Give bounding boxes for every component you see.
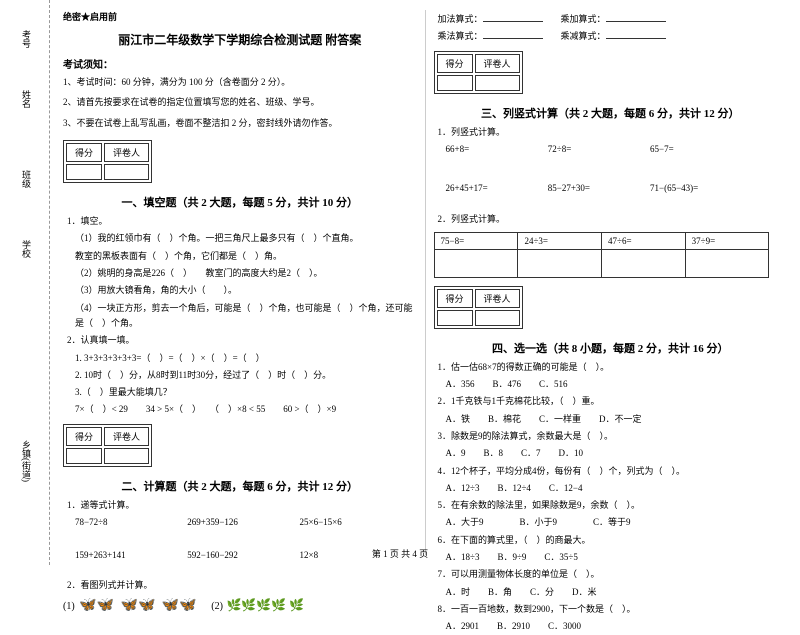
label-2: (2) <box>211 601 223 612</box>
s3-row2: 26+45+17= 85−27+30= 71−(65−43)= <box>446 181 788 196</box>
s2-row1: 78−72÷8 269+359−126 25×6−15×6 <box>75 515 417 530</box>
q1-1: （1）我的红领巾有（ ）个角。一把三角尺上最多只有（ ）个直角。 <box>75 231 417 246</box>
notice-head: 考试须知： <box>63 56 417 71</box>
butterfly-icon: 🦋🦋 <box>79 597 114 614</box>
s4-q6: 6．在下面的算式里，（ ）的商最大。 <box>438 533 788 548</box>
score-box-1: 得分评卷人 <box>63 140 152 183</box>
q2-1: 1. 3+3+3+3+3+3=（ ）=（ ）×（ ）=（ ） <box>75 351 417 366</box>
q1-4: （4）一块正方形，剪去一个角后，可能是（ ）个角，也可能是（ ）个角，还可能是（… <box>75 301 417 332</box>
exam-page: 考号 姓名 班级 学校 乡镇(街道) 绝密★启用前 丽江市二年级数学下学期综合检… <box>0 0 800 565</box>
bind-label-class: 班级 <box>20 170 33 188</box>
q2-3: 3.（ ）里最大能填几？ <box>75 385 417 400</box>
s4-q5o: A．大于9 B．小于9 C．等于9 <box>446 515 788 530</box>
s2-q1: 1．递等式计算。 <box>67 498 417 513</box>
image-row: (1) 🦋🦋 🦋🦋 🦋🦋 (2) 🌿🌿🌿🌿 🌿 <box>63 597 417 614</box>
q1-3: （3）用放大镜看角，角的大小（ ）。 <box>75 283 417 298</box>
formula-lines: 加法算式： 乘加算式： <box>438 12 788 27</box>
s3-row1: 66+8= 72÷8= 65−7= <box>446 142 788 157</box>
confidential-mark: 绝密★启用前 <box>63 10 417 23</box>
binding-strip: 考号 姓名 班级 学校 乡镇(街道) <box>0 0 50 565</box>
section-4-title: 四、选一选（共 8 小题，每题 2 分，共计 16 分） <box>434 340 788 356</box>
butterfly-icon: 🦋🦋 <box>162 597 197 614</box>
s3-q2: 2．列竖式计算。 <box>438 212 788 227</box>
s4-q7o: A．时 B．角 C．分 D．米 <box>446 585 788 600</box>
section-2-title: 二、计算题（共 2 大题，每题 6 分，共计 12 分） <box>63 478 417 494</box>
s4-q8: 8．一百一百地数，数到2900，下一个数是（ ）。 <box>438 602 788 617</box>
score-box-4: 得分评卷人 <box>434 286 523 329</box>
s4-q8o: A．2901 B．2910 C．3000 <box>446 619 788 634</box>
s4-q1: 1．估一估68×7的得数正确的可能是（ ）。 <box>438 360 788 375</box>
exam-title: 丽江市二年级数学下学期综合检测试题 附答案 <box>63 31 417 48</box>
s4-q4o: A．12÷3 B．12÷4 C．12−4 <box>446 481 788 496</box>
flower-icon: 🌿🌿🌿🌿 🌿 <box>226 598 304 613</box>
s2-q2: 2．看图列式并计算。 <box>67 578 417 593</box>
section-3-title: 三、列竖式计算（共 2 大题，每题 6 分，共计 12 分） <box>434 105 788 121</box>
bind-label-name: 姓名 <box>20 90 33 108</box>
notice-2: 2、请首先按要求在试卷的指定位置填写您的姓名、班级、学号。 <box>63 95 417 109</box>
q2-3b: 7×（ ）< 29 34 > 5×（ ） （ ）×8 < 55 60 >（ ）×… <box>75 402 417 417</box>
butterfly-icon: 🦋🦋 <box>121 597 156 614</box>
s3-q1: 1．列竖式计算。 <box>438 125 788 140</box>
formula-lines-2: 乘法算式： 乘减算式： <box>438 29 788 44</box>
notice-1: 1、考试时间：60 分钟，满分为 100 分（含卷面分 2 分）。 <box>63 75 417 89</box>
calc-table: 75−8= 24÷3= 47÷6= 37÷9= <box>434 232 770 278</box>
s4-q4: 4．12个杯子，平均分成4份，每份有（ ）个，列式为（ ）。 <box>438 464 788 479</box>
q1-2: （2）姚明的身高是226（ ） 教室门的高度大约是2（ ）。 <box>75 266 417 281</box>
page-footer: 第 1 页 共 4 页 <box>0 547 800 560</box>
bind-label-town: 乡镇(街道) <box>20 440 33 482</box>
score-label: 得分 <box>66 143 102 162</box>
q1: 1．填空。 <box>67 214 417 229</box>
content-area: 绝密★启用前 丽江市二年级数学下学期综合检测试题 附答案 考试须知： 1、考试时… <box>50 0 800 565</box>
s4-q7: 7．可以用测量物体长度的单位是（ ）。 <box>438 567 788 582</box>
bind-label-school: 学校 <box>20 240 33 258</box>
s4-q1o: A．356 B．476 C．516 <box>446 377 788 392</box>
label-1: (1) <box>63 601 75 612</box>
q2: 2．认真填一填。 <box>67 333 417 348</box>
s4-q2o: A．铁 B．棉花 C．一样重 D．不一定 <box>446 412 788 427</box>
grader-label: 评卷人 <box>104 143 149 162</box>
s4-q5: 5．在有余数的除法里，如果除数是9，余数（ ）。 <box>438 498 788 513</box>
right-column: 加法算式： 乘加算式： 乘法算式： 乘减算式： 得分评卷人 三、列竖式计算（共 … <box>426 10 796 555</box>
s4-q3o: A．9 B．8 C．7 D．10 <box>446 446 788 461</box>
q1-1b: 教室的黑板表面有（ ）个角，它们都是（ ）角。 <box>75 249 417 264</box>
section-1-title: 一、填空题（共 2 大题，每题 5 分，共计 10 分） <box>63 194 417 210</box>
notice-3: 3、不要在试卷上乱写乱画，卷面不整洁扣 2 分，密封线外请勿作答。 <box>63 116 417 130</box>
s4-q3: 3．除数是9的除法算式，余数最大是（ ）。 <box>438 429 788 444</box>
bind-label-id: 考号 <box>20 30 33 48</box>
left-column: 绝密★启用前 丽江市二年级数学下学期综合检测试题 附答案 考试须知： 1、考试时… <box>55 10 426 555</box>
score-box-2: 得分评卷人 <box>63 424 152 467</box>
q2-2: 2. 10时（ ）分，从8时到11时30分，经过了（ ）时（ ）分。 <box>75 368 417 383</box>
s4-q2: 2．1千克铁与1千克棉花比较，（ ）重。 <box>438 394 788 409</box>
score-box-3: 得分评卷人 <box>434 51 523 94</box>
